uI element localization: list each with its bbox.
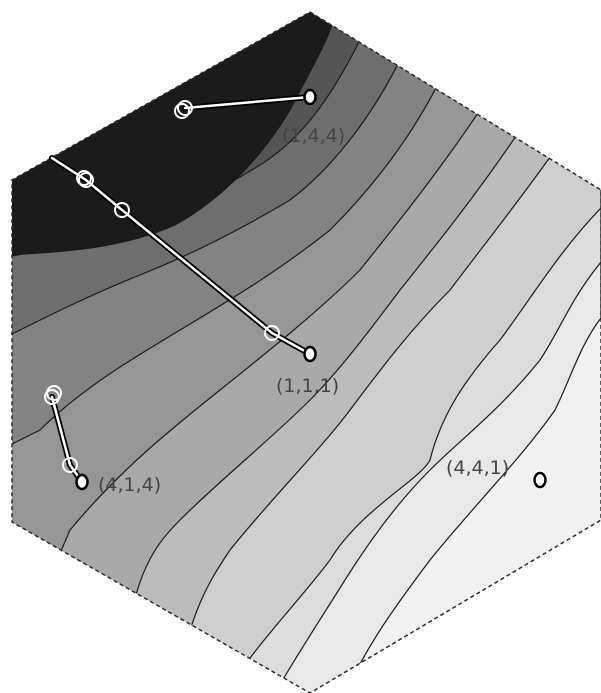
label-144: (1,4,4) <box>282 125 345 147</box>
path-marker <box>264 325 280 341</box>
surface-outline <box>11 11 601 693</box>
label-414: (4,1,4) <box>98 474 161 496</box>
start-point-111 <box>303 345 317 363</box>
path-111-highlight <box>50 156 312 356</box>
path-marker <box>177 100 193 116</box>
start-point-414 <box>75 473 89 491</box>
path-marker <box>174 103 190 119</box>
descent-paths <box>49 94 313 485</box>
path-marker <box>78 172 94 188</box>
label-111: (1,1,1) <box>276 375 339 397</box>
point-labels: (1,4,4) (1,1,1) (4,1,4) (4,4,1) <box>98 125 509 496</box>
path-144-highlight <box>183 95 312 110</box>
path-marker <box>114 202 130 218</box>
path-marker <box>46 385 62 401</box>
label-441: (4,4,1) <box>446 457 509 479</box>
start-point-441 <box>533 471 547 489</box>
path-marker <box>76 170 92 186</box>
start-point-144 <box>303 88 317 106</box>
path-marker <box>62 457 78 473</box>
start-points <box>75 88 547 491</box>
